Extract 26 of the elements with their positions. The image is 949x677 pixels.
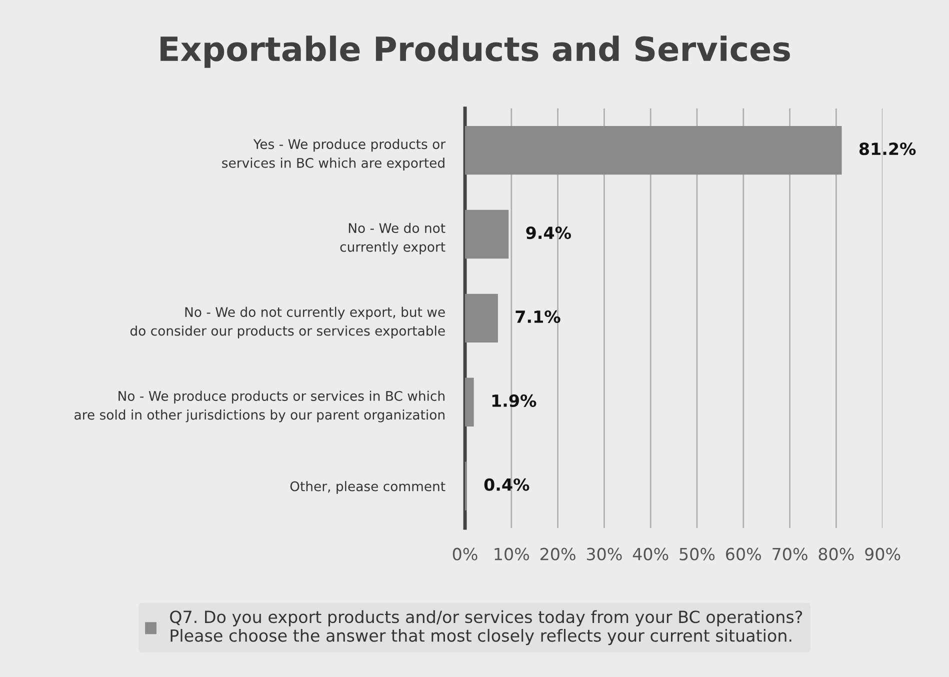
x-tick-label: 30% <box>586 548 622 560</box>
bar <box>465 126 842 175</box>
legend-label: Q7. Do you export products and/or services today from your BC operations? Please choose the answer that most closely reflects your current situation. <box>170 610 802 646</box>
x-tick-label: 0% <box>452 548 478 560</box>
y-tick-label: No - We produce products or services in BC which are sold in other jurisdictions by our parent organization <box>74 390 444 422</box>
x-tick-label: 70% <box>772 548 808 560</box>
chart-title: Exportable Products and Services <box>160 36 790 68</box>
x-tick-label: 80% <box>818 548 854 560</box>
data-label: 1.9% <box>492 394 536 407</box>
x-tick-label: 60% <box>726 548 761 560</box>
y-tick-label: Other, please comment <box>290 481 446 494</box>
data-label: 81.2% <box>859 142 916 156</box>
y-tick-label: Yes - We produce products or services in BC which are exported <box>222 138 446 170</box>
x-tick-label: 90% <box>865 548 900 560</box>
x-tick-label: 10% <box>494 548 530 560</box>
x-tick-label: 20% <box>540 548 576 560</box>
y-tick-label: No - We do not currently export, but we do consider our products or services exportable <box>130 306 445 338</box>
data-label: 0.4% <box>484 478 530 491</box>
bar <box>465 210 509 259</box>
y-tick-label: No - We do not currently export <box>340 222 446 254</box>
x-tick-label: 40% <box>632 548 668 560</box>
bar <box>465 294 498 343</box>
x-tick-label: 50% <box>680 548 715 560</box>
bar <box>465 378 474 426</box>
data-label: 7.1% <box>516 310 560 324</box>
data-label: 9.4% <box>526 226 571 240</box>
